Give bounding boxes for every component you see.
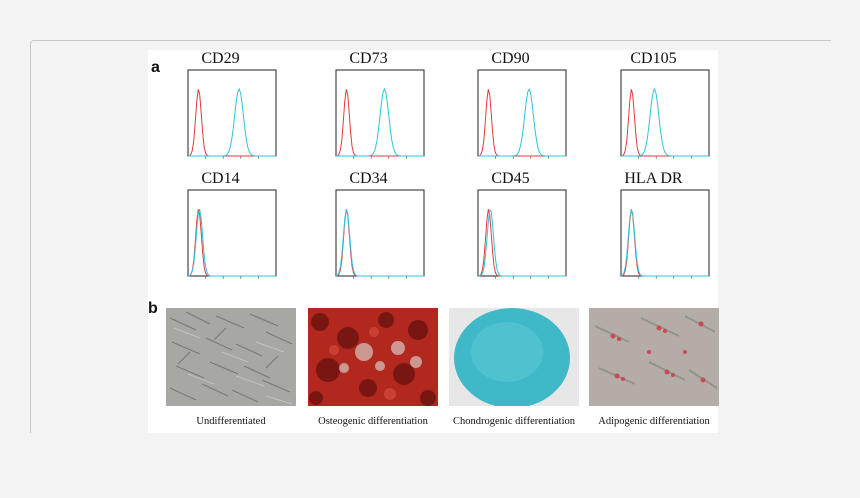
histogram-title: CD14 [201,170,240,187]
micrograph [166,308,296,406]
caption-osteogenic: Osteogenic differentiation [318,416,428,427]
histogram-curve [477,209,566,277]
histogram-cd34: CD34 [306,170,431,280]
histogram-cd45: CD45 [448,170,573,280]
histogram-plot [620,69,710,159]
histogram-title: CD34 [349,170,388,187]
histogram-plot [187,69,277,159]
micrograph [308,308,438,406]
histogram-curve [620,209,709,277]
histogram-plot [335,69,425,159]
micrograph [449,308,579,406]
photo-adipogenic [589,308,719,406]
histogram-title: CD105 [630,50,677,67]
histogram-title: CD45 [491,170,530,187]
histogram-curve [620,209,709,277]
histogram-curve [620,89,709,157]
histogram-curve [478,87,566,157]
caption-chondrogenic: Chondrogenic differentiation [453,416,575,427]
figure-image: a b CD29 CD73 CD90 CD105 CD14 CD34 CD45 … [148,50,719,433]
histogram-title: CD73 [349,50,388,67]
histogram-curve [188,87,276,157]
histogram-plot [477,189,567,279]
caption-undifferentiated: Undifferentiated [196,416,266,427]
histogram-plot [187,189,277,279]
panel-a-label: a [151,59,160,76]
histogram-cd73: CD73 [306,50,431,160]
photo-undifferentiated [166,308,296,406]
histogram-cd29: CD29 [158,50,283,160]
histogram-title: CD90 [491,50,530,67]
histogram-curve [335,89,424,157]
histogram-curve [187,209,276,277]
histogram-curve [187,89,276,157]
histogram-cd90: CD90 [448,50,573,160]
histogram-plot [477,69,567,159]
content-card [30,40,831,433]
histogram-curve [477,89,566,157]
histogram-curve [621,87,709,157]
histogram-curve [477,209,566,277]
histogram-cd14: CD14 [158,170,283,280]
micrograph [589,308,719,406]
histogram-plot [335,189,425,279]
histogram-curve [335,209,424,277]
histogram-curve [336,87,424,157]
histogram-title: CD29 [201,50,240,67]
histogram-hla-dr: HLA DR [591,170,716,280]
photo-osteogenic [308,308,438,406]
panel-b-label: b [148,300,158,317]
histogram-title: HLA DR [624,170,683,187]
photo-chondrogenic [449,308,579,406]
histogram-cd105: CD105 [591,50,716,160]
histogram-curve [335,209,424,277]
caption-adipogenic: Adipogenic differentiation [598,416,710,427]
histogram-plot [620,189,710,279]
